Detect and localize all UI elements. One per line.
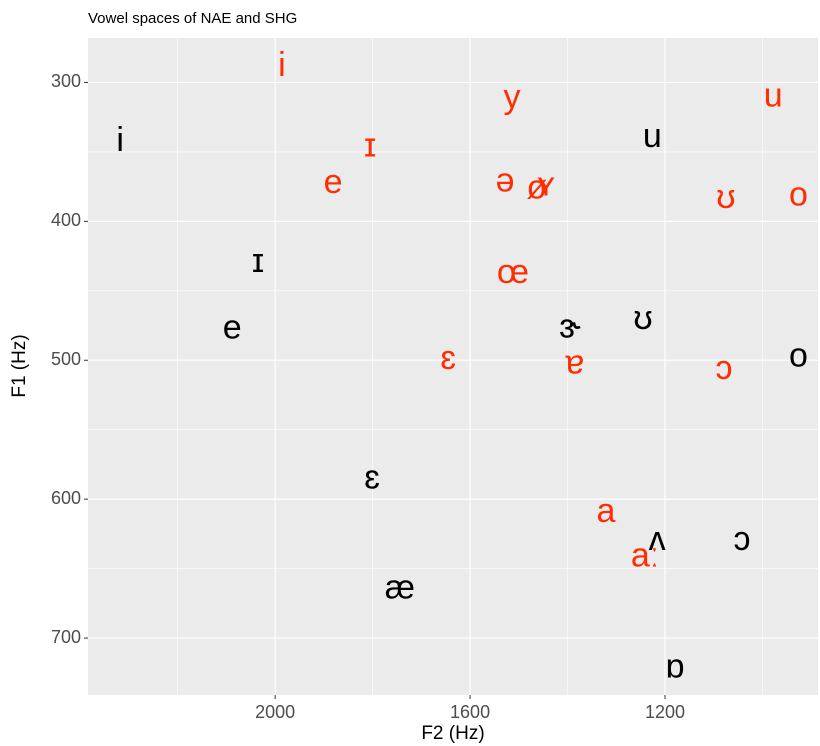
y-tick-label: 400	[51, 210, 81, 230]
vowel-label: o	[789, 336, 808, 374]
vowel-label: ɛ	[364, 459, 380, 497]
vowel-label: u	[764, 77, 783, 115]
vowel-label: ʊ	[633, 299, 652, 337]
panel	[88, 38, 818, 695]
vowel-label: a	[597, 492, 616, 530]
vowel-label: ɪ	[252, 242, 264, 280]
vowel-label: œ	[497, 253, 529, 291]
vowel-label: ə	[496, 161, 515, 199]
vowel-label: y	[503, 78, 520, 116]
y-tick-label: 300	[51, 71, 81, 91]
chart-title: Vowel spaces of NAE and SHG	[88, 10, 297, 27]
y-axis-title: F1 (Hz)	[9, 334, 30, 397]
vowel-label: i	[278, 46, 286, 84]
vowel-label: ɝ	[559, 307, 581, 345]
vowel-label: ø	[526, 168, 547, 206]
x-tick-label: 1600	[450, 702, 490, 722]
vowel-label: ɔ	[733, 520, 750, 558]
y-tick-label: 600	[51, 488, 81, 508]
vowel-label: æ	[385, 568, 415, 606]
vowel-label: i	[116, 121, 124, 159]
vowel-label: ʊ	[716, 178, 735, 216]
vowel-label: o	[789, 175, 808, 213]
y-tick-label: 700	[51, 627, 81, 647]
x-axis-title: F2 (Hz)	[421, 723, 484, 744]
vowel-label: u	[643, 117, 662, 155]
x-tick-label: 2000	[255, 702, 295, 722]
vowel-label: ɐ	[565, 343, 584, 381]
vowel-label: ɒ	[666, 648, 685, 686]
vowel-label: e	[324, 163, 343, 201]
vowel-label: ʏ	[537, 166, 555, 204]
vowel-label: ɛ	[440, 339, 456, 377]
x-tick-label: 1200	[645, 702, 685, 722]
vowel-label: ʌ	[649, 520, 666, 558]
vowel-label: aː	[631, 536, 659, 574]
y-tick-label: 500	[51, 349, 81, 369]
vowel-label: ɔ	[715, 349, 732, 387]
vowel-label: ɪ	[364, 127, 376, 165]
vowel-label: e	[223, 309, 242, 347]
